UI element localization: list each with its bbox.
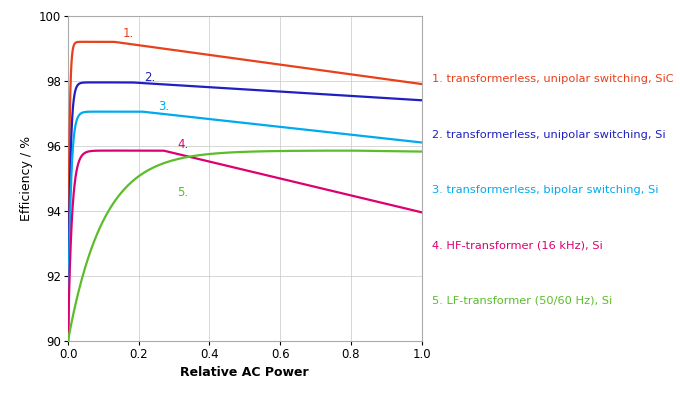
Text: 2. transformerless, unipolar switching, Si: 2. transformerless, unipolar switching, … — [432, 129, 666, 140]
Y-axis label: Efficiency / %: Efficiency / % — [20, 136, 33, 221]
Text: 2.: 2. — [144, 71, 155, 84]
Text: 4. HF-transformer (16 kHz), Si: 4. HF-transformer (16 kHz), Si — [432, 240, 602, 251]
Text: 1. transformerless, unipolar switching, SiC: 1. transformerless, unipolar switching, … — [432, 74, 673, 84]
Text: 5.: 5. — [177, 186, 189, 199]
Text: 3. transformerless, bipolar switching, Si: 3. transformerless, bipolar switching, S… — [432, 185, 658, 195]
X-axis label: Relative AC Power: Relative AC Power — [180, 366, 309, 379]
Text: 4.: 4. — [177, 137, 189, 150]
Text: 3.: 3. — [158, 100, 169, 113]
Text: 5. LF-transformer (50/60 Hz), Si: 5. LF-transformer (50/60 Hz), Si — [432, 296, 612, 306]
Text: 1.: 1. — [123, 27, 134, 40]
